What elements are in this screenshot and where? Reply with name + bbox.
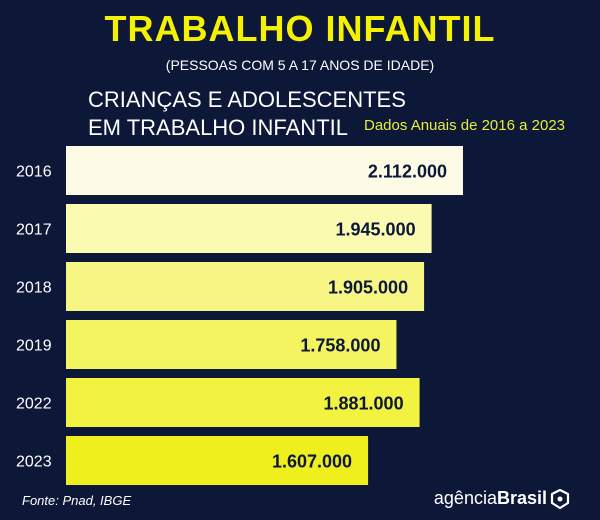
- category-label-2018: 2018: [16, 280, 52, 297]
- value-label-2022: 1.881.000: [324, 394, 404, 414]
- bar-2017: [66, 204, 432, 253]
- heading-line-1: CRIANÇAS E ADOLESCENTES: [88, 87, 406, 112]
- brand-logo: agência Brasil: [434, 488, 570, 509]
- brand-text-light: agência: [433, 488, 497, 508]
- source-note: Fonte: Pnad, IBGE: [22, 493, 132, 508]
- category-label-2016: 2016: [16, 164, 52, 181]
- bar-2018: [66, 262, 425, 311]
- value-label-2023: 1.607.000: [272, 452, 352, 472]
- bar-2022: [66, 378, 420, 427]
- chart-subtitle: (PESSOAS COM 5 A 17 ANOS DE IDADE): [165, 57, 435, 73]
- value-label-2018: 1.905.000: [328, 278, 408, 298]
- category-label-2019: 2019: [16, 338, 52, 355]
- value-label-2017: 1.945.000: [336, 220, 416, 240]
- category-label-2023: 2023: [16, 454, 52, 471]
- value-label-2016: 2.112.000: [368, 162, 447, 182]
- brand-text-bold: Brasil: [496, 488, 547, 508]
- chart-title: TRABALHO INFANTIL: [104, 8, 496, 49]
- heading-line-2: EM TRABALHO INFANTIL: [88, 115, 348, 140]
- period-label: Dados Anuais de 2016 a 2023: [364, 117, 565, 134]
- bar-2016: [66, 146, 463, 195]
- bar-2023: [66, 436, 369, 485]
- category-label-2022: 2022: [16, 396, 52, 413]
- chart-heading: CRIANÇAS E ADOLESCENTES EM TRABALHO INFA…: [88, 86, 406, 142]
- agencia-brasil-logo-icon: [550, 488, 570, 509]
- category-label-2017: 2017: [16, 222, 52, 239]
- bar-2019: [66, 320, 397, 369]
- value-label-2019: 1.758.000: [300, 336, 380, 356]
